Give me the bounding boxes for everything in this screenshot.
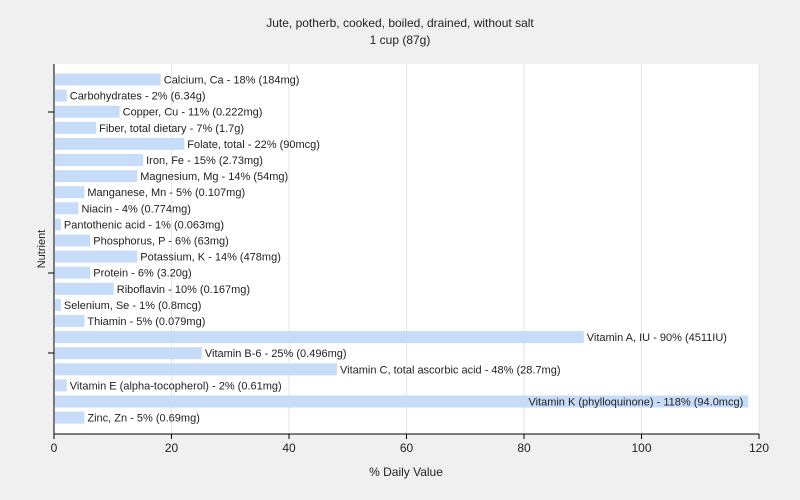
bar <box>55 379 67 392</box>
bar-label: Potassium, K - 14% (478mg) <box>140 252 281 264</box>
bar <box>55 298 61 311</box>
bar-label: Vitamin C, total ascorbic acid - 48% (28… <box>340 364 561 376</box>
x-tick-label: 0 <box>51 441 58 455</box>
bar-label: Vitamin B-6 - 25% (0.496mg) <box>205 348 347 360</box>
bar-label: Thiamin - 5% (0.079mg) <box>87 316 205 328</box>
bar-label: Carbohydrates - 2% (6.34g) <box>70 91 206 103</box>
bar <box>55 347 202 360</box>
bar <box>55 121 97 134</box>
bar-label: Protein - 6% (3.20g) <box>93 268 191 280</box>
bar <box>55 154 144 166</box>
x-tick-label: 40 <box>282 441 296 455</box>
bar <box>55 202 79 215</box>
x-tick-label: 100 <box>631 441 651 455</box>
bar <box>55 363 337 376</box>
bar <box>55 73 161 86</box>
bar-label: Calcium, Ca - 18% (184mg) <box>164 75 300 87</box>
bar <box>55 105 120 118</box>
x-tick-label: 20 <box>165 441 179 455</box>
bar-label: Magnesium, Mg - 14% (54mg) <box>140 171 288 183</box>
x-axis-label: % Daily Value <box>369 465 443 479</box>
bar-label: Niacin - 4% (0.774mg) <box>82 203 191 215</box>
bar <box>55 234 91 247</box>
bars <box>55 73 749 424</box>
bar <box>55 186 85 199</box>
chart-title: Jute, potherb, cooked, boiled, drained, … <box>266 16 534 30</box>
bar-label: Vitamin A, IU - 90% (4511IU) <box>587 332 727 344</box>
bar-label: Riboflavin - 10% (0.167mg) <box>117 284 250 296</box>
bar-label: Zinc, Zn - 5% (0.69mg) <box>87 413 199 425</box>
bar-label: Pantothenic acid - 1% (0.063mg) <box>64 219 224 231</box>
bar <box>55 218 61 231</box>
chart-subtitle: 1 cup (87g) <box>370 33 431 47</box>
bar-label: Vitamin E (alpha-tocopherol) - 2% (0.61m… <box>70 380 282 392</box>
bar-label: Folate, total - 22% (90mcg) <box>187 139 320 151</box>
bar <box>55 395 749 408</box>
x-tick-label: 120 <box>749 441 769 455</box>
bar-label: Copper, Cu - 11% (0.222mg) <box>123 107 263 119</box>
y-axis-label: Nutrient <box>36 230 48 269</box>
bar-label: Fiber, total dietary - 7% (1.7g) <box>99 123 244 135</box>
bar-label: Selenium, Se - 1% (0.8mcg) <box>64 300 202 312</box>
bar-labels: Calcium, Ca - 18% (184mg) Carbohydrates -… <box>64 75 743 425</box>
bar <box>55 266 91 279</box>
bar <box>55 315 85 327</box>
bar <box>55 137 185 150</box>
bar-label: Manganese, Mn - 5% (0.107mg) <box>87 187 245 199</box>
bar-label: Vitamin K (phylloquinone) - 118% (94.0mc… <box>528 397 743 409</box>
x-ticks: 0 20 40 60 80 100 120 <box>51 434 769 455</box>
bar <box>55 411 85 424</box>
bar <box>55 331 584 344</box>
grid-lines <box>171 64 760 434</box>
bar-label: Phosphorus, P - 6% (63mg) <box>93 236 229 248</box>
bar <box>55 282 114 295</box>
bar-label: Iron, Fe - 15% (2.73mg) <box>146 155 263 167</box>
bar <box>55 89 67 102</box>
bar <box>55 250 138 263</box>
bar <box>55 170 138 183</box>
x-tick-label: 60 <box>400 441 414 455</box>
x-tick-label: 80 <box>517 441 531 455</box>
